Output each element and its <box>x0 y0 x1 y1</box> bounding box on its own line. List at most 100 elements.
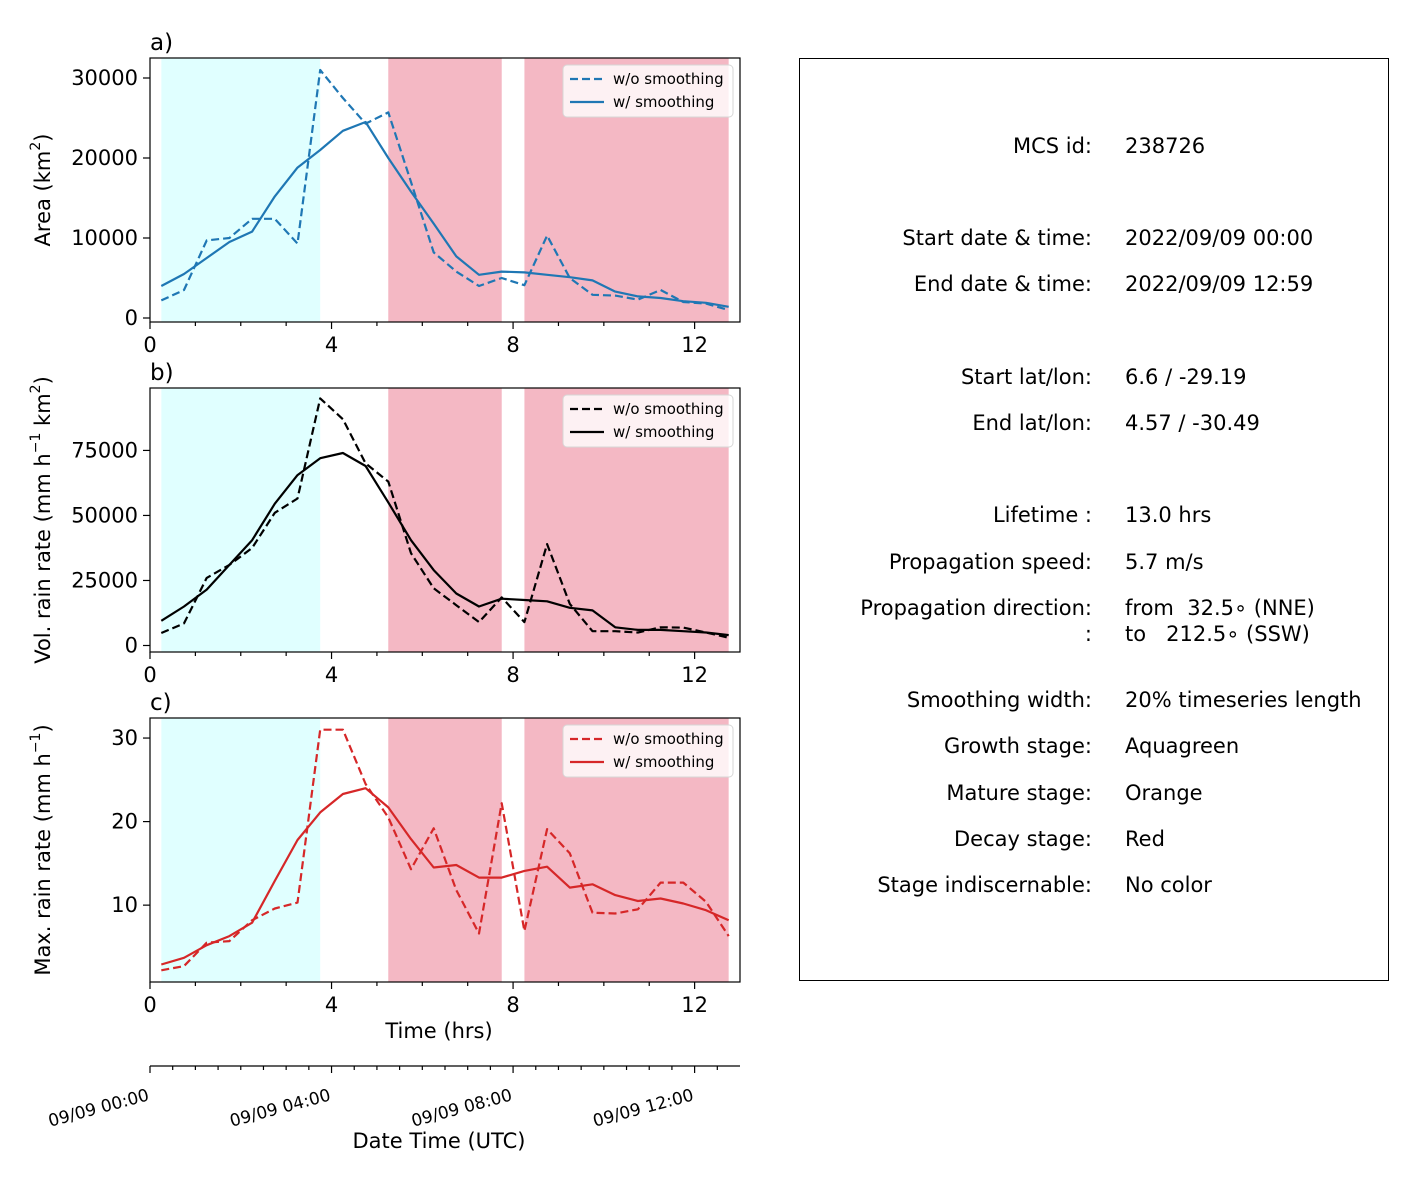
axes-frame <box>149 57 741 323</box>
y-axis-label-part: Area (km <box>31 151 55 247</box>
y-axis-label-part: 2 <box>28 384 44 393</box>
stage-span-growth <box>161 718 321 982</box>
y-axis-label-part: ) <box>31 724 55 732</box>
datetime-tick-label: 09/09 08:00 <box>409 1086 514 1132</box>
info-label: Propagation speed: <box>888 550 1092 574</box>
info-value: from 32.5∘ (NNE) <box>1125 596 1315 620</box>
stage-span-decay <box>388 718 502 982</box>
x-tick-label: 4 <box>325 333 338 357</box>
x-tick-label: 4 <box>325 663 338 687</box>
legend-entry: w/o smoothing <box>613 70 724 88</box>
y-axis-label-part: 2 <box>28 142 44 151</box>
axes-frame <box>149 387 741 653</box>
chart-panel-b: 0 4 8 12 0 25000 50000 75000 b) Vol. rain rate (m… <box>28 360 741 687</box>
y-axis-label-part: −1 <box>28 433 44 454</box>
legend-frame <box>562 64 734 118</box>
legend-frame <box>562 394 734 448</box>
y-tick-label: 0 <box>125 633 138 657</box>
y-axis-label-part: ) <box>31 376 55 384</box>
x-tick-label: 0 <box>143 993 156 1017</box>
info-value: to 212.5∘ (SSW) <box>1125 622 1310 646</box>
info-box: MCS id: 238726 Start date & time: 2022/09/0… <box>799 58 1389 981</box>
datetime-axis: 09/09 00:00 09/09 04:00 09/09 08:00 09/09 1… <box>46 1065 740 1153</box>
stage-span-growth <box>161 58 321 322</box>
panel-label: c) <box>150 690 172 716</box>
datetime-axis-label: Date Time (UTC) <box>353 1129 526 1153</box>
info-value: 5.7 m/s <box>1125 550 1204 574</box>
info-value: 6.6 / -29.19 <box>1125 365 1247 389</box>
datetime-tick-label: 09/09 04:00 <box>228 1086 333 1132</box>
legend: w/o smoothing w/ smoothing <box>562 724 734 778</box>
y-axis-label: Vol. rain rate (mm h−1 km2) <box>28 376 55 664</box>
chart-panel-a: 0 4 8 12 0 10000 20000 30000 a) Area (km2) w/o smo… <box>28 30 741 357</box>
info-label: Mature stage: <box>946 781 1092 805</box>
info-label: Propagation direction: <box>860 596 1092 620</box>
y-tick-label: 0 <box>125 306 138 330</box>
info-label: Growth stage: <box>943 734 1092 758</box>
stage-span-growth <box>161 388 321 652</box>
series-line-with-smoothing <box>160 787 730 966</box>
series-line-without-smoothing <box>161 728 730 972</box>
y-tick-label: 20000 <box>71 146 138 170</box>
chart-panel-c: 0 4 8 12 10 20 30 c) Max. rain rate (mm h−1) Time… <box>28 690 741 1043</box>
y-axis-label-part: Max. rain rate (mm h <box>31 753 55 976</box>
series-line-with-smoothing <box>160 451 729 637</box>
info-label: Smoothing width: <box>906 688 1092 712</box>
x-tick-label: 0 <box>143 663 156 687</box>
info-value: Aquagreen <box>1125 734 1240 758</box>
y-axis-label-part: Vol. rain rate (mm h <box>31 453 55 664</box>
x-axis-label: Time (hrs) <box>384 1019 492 1043</box>
legend-entry: w/o smoothing <box>613 730 724 748</box>
y-tick-label: 30 <box>111 726 138 750</box>
legend: w/o smoothing w/ smoothing <box>562 394 734 448</box>
info-label: Stage indiscernable: <box>877 873 1092 897</box>
y-tick-label: 30000 <box>71 66 138 90</box>
info-label: : <box>1084 622 1092 646</box>
legend-entry: w/o smoothing <box>613 400 724 418</box>
info-label: End date & time: <box>913 272 1092 296</box>
info-value: 4.57 / -30.49 <box>1125 411 1260 435</box>
info-value: 2022/09/09 12:59 <box>1125 272 1314 296</box>
legend-entry: w/ smoothing <box>613 93 714 111</box>
y-axis-label-part: ) <box>31 134 55 142</box>
y-tick-label: 10 <box>111 893 138 917</box>
x-tick-label: 12 <box>681 663 708 687</box>
legend: w/o smoothing w/ smoothing <box>562 64 734 118</box>
stage-span-decay <box>388 388 502 652</box>
y-tick-label: 20 <box>111 810 138 834</box>
info-value: 238726 <box>1125 134 1206 158</box>
series-line-with-smoothing <box>160 120 729 308</box>
datetime-tick-label: 09/09 00:00 <box>46 1086 151 1132</box>
axes-frame <box>149 717 741 983</box>
x-tick-label: 0 <box>143 333 156 357</box>
info-label: Decay stage: <box>954 827 1092 851</box>
info-label: Lifetime : <box>992 503 1092 527</box>
info-value: 20% timeseries length <box>1125 688 1362 712</box>
info-value: No color <box>1125 873 1212 897</box>
info-value: Red <box>1125 827 1165 851</box>
info-value: 2022/09/09 00:00 <box>1125 226 1314 250</box>
info-label: End lat/lon: <box>972 411 1092 435</box>
info-label: MCS id: <box>1012 134 1092 158</box>
info-value: Orange <box>1125 781 1203 805</box>
x-tick-label: 8 <box>506 663 519 687</box>
legend-entry: w/ smoothing <box>613 423 714 441</box>
info-value: 13.0 hrs <box>1125 503 1212 527</box>
panel-label: b) <box>150 360 174 386</box>
datetime-tick-label: 09/09 12:00 <box>591 1086 696 1132</box>
y-axis-label: Area (km2) <box>28 134 55 247</box>
info-label: Start date & time: <box>902 226 1092 250</box>
x-tick-label: 8 <box>506 333 519 357</box>
y-tick-label: 75000 <box>71 438 138 462</box>
legend-entry: w/ smoothing <box>613 753 714 771</box>
series-line-without-smoothing <box>160 397 729 639</box>
y-axis-label-part: km <box>31 393 55 432</box>
y-axis-label-part: −1 <box>28 733 44 754</box>
y-axis-label: Max. rain rate (mm h−1) <box>28 724 55 975</box>
stage-span-decay <box>388 58 502 322</box>
x-tick-label: 8 <box>506 993 519 1017</box>
series-line-without-smoothing <box>160 68 729 312</box>
x-tick-label: 4 <box>325 993 338 1017</box>
